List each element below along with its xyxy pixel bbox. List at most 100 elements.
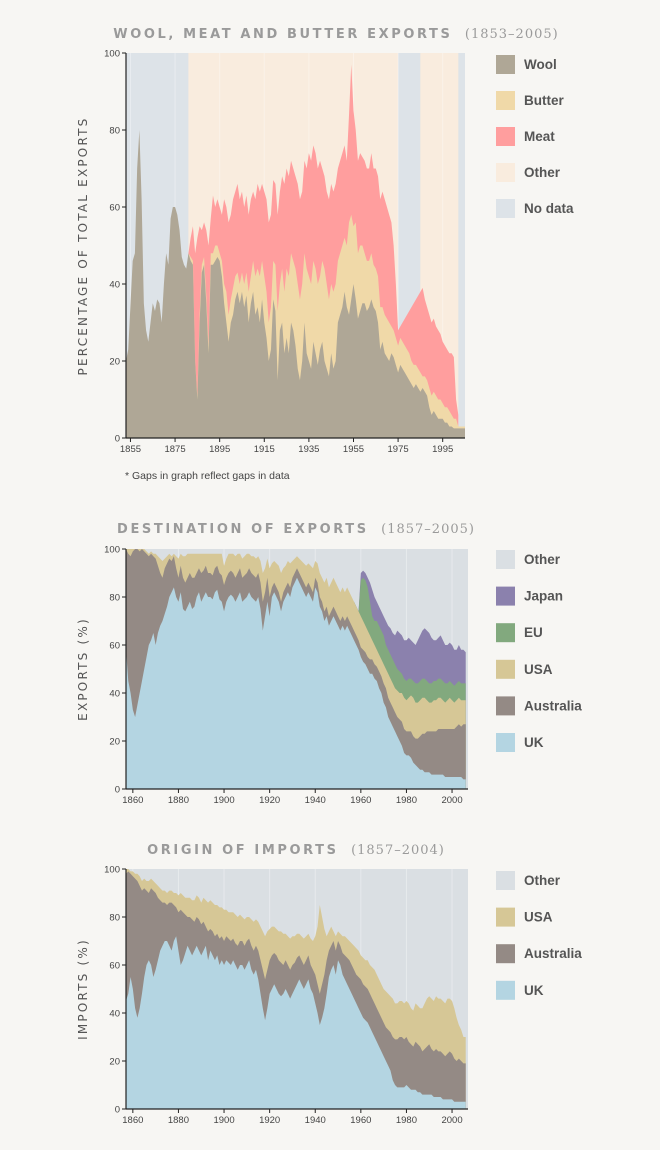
legend-item-other: Other	[496, 163, 561, 182]
y-tick-label: 60	[109, 961, 120, 972]
legend-swatch	[496, 696, 515, 716]
legend-swatch	[496, 55, 515, 74]
legend-swatch	[496, 586, 515, 606]
legend-label: UK	[524, 983, 544, 998]
plot-area: 0 20 40 60 80 100 1855 1875 1895 1915 1935 1955 1975…	[104, 49, 465, 455]
x-tick-label: 1860	[122, 1115, 143, 1126]
chart-wool-meat-butter: WOOL, MEAT AND BUTTER EXPORTS (1853–2005…	[76, 25, 574, 455]
legend-label: UK	[524, 735, 544, 750]
x-tick-label: 1895	[209, 444, 230, 455]
legend-item-wool: Wool	[496, 55, 557, 74]
y-tick-label: 80	[109, 126, 120, 137]
legend-swatch	[496, 199, 515, 218]
legend-label: Australia	[524, 946, 582, 961]
legend-label: Wool	[524, 57, 557, 72]
legend: Other Japan EU USA Australia UK	[496, 550, 582, 752]
x-tick-label: 2000	[441, 1115, 462, 1126]
x-tick-label: 1875	[164, 444, 185, 455]
legend-swatch	[496, 550, 515, 569]
chart-title-years: (1857–2005)	[381, 522, 475, 537]
legend-item-other: Other	[496, 550, 561, 569]
y-axis-label: EXPORTS (%)	[76, 617, 90, 721]
chart-origin-of-imports: ORIGIN OF IMPORTS (1857–2004) IMPORTS (%…	[76, 841, 582, 1126]
y-tick-label: 80	[109, 593, 120, 604]
legend-swatch	[496, 907, 515, 927]
y-tick-label: 100	[104, 49, 120, 60]
x-tick-label: 1920	[259, 795, 280, 806]
legend-swatch	[496, 944, 515, 964]
svg-text:ORIGIN OF IMPORTS (1857–: ORIGIN OF IMPORTS (1857–2004)	[147, 841, 445, 858]
legend-label: No data	[524, 201, 574, 216]
y-tick-label: 80	[109, 913, 120, 924]
x-tick-label: 1960	[350, 1115, 371, 1126]
legend-item-uk: UK	[496, 733, 544, 752]
legend-item-australia: Australia	[496, 696, 582, 716]
chart-title: WOOL, MEAT AND BUTTER EXPORTS	[113, 27, 452, 42]
x-tick-label: 1900	[213, 1115, 234, 1126]
legend-label: Japan	[524, 589, 563, 604]
series-uk	[126, 936, 466, 1109]
legend: Wool Butter Meat Other No data	[496, 55, 574, 218]
legend: Other USA Australia UK	[496, 871, 582, 1000]
legend-item-usa: USA	[496, 907, 553, 927]
x-tick-label: 1935	[298, 444, 319, 455]
legend-swatch	[496, 733, 515, 752]
legend-label: Australia	[524, 698, 582, 713]
legend-swatch	[496, 659, 515, 679]
legend-item-meat: Meat	[496, 127, 555, 146]
legend-item-no-data: No data	[496, 199, 574, 218]
x-tick-label: 1980	[396, 1115, 417, 1126]
legend-swatch	[496, 163, 515, 182]
chart-title: ORIGIN OF IMPORTS	[147, 843, 338, 858]
legend-item-uk: UK	[496, 980, 544, 1000]
legend-item-australia: Australia	[496, 944, 582, 964]
legend-swatch	[496, 623, 515, 643]
y-tick-label: 100	[104, 865, 120, 876]
svg-text:WOOL, MEAT AND BUTTER EXPORTS: WOOL, MEAT AND BUTTER EXPORTS (1853–2005…	[113, 25, 558, 42]
x-tick-label: 1900	[213, 795, 234, 806]
legend-label: Butter	[524, 93, 564, 108]
legend-label: Other	[524, 873, 561, 888]
chart-title-years: (1853–2005)	[465, 27, 559, 42]
x-tick-label: 1915	[254, 444, 275, 455]
x-tick-label: 1940	[305, 1115, 326, 1126]
x-tick-label: 2000	[441, 795, 462, 806]
y-tick-label: 0	[115, 1105, 120, 1116]
y-axis-label: PERCENTAGE OF TOTAL EXPORTS	[76, 117, 90, 376]
y-tick-label: 20	[109, 357, 120, 368]
chart-title-years: (1857–2004)	[351, 843, 445, 858]
data-gap-note: * Gaps in graph reflect gaps in data	[125, 470, 290, 482]
chart-title: DESTINATION OF EXPORTS	[117, 522, 369, 537]
y-tick-label: 0	[115, 785, 120, 796]
legend-item-usa: USA	[496, 659, 553, 679]
x-tick-label: 1975	[388, 444, 409, 455]
y-tick-label: 40	[109, 280, 120, 291]
x-tick-label: 1920	[259, 1115, 280, 1126]
legend-label: USA	[524, 910, 553, 925]
plot-area: 0 20 40 60 80 100 1860 1880 1900 1920 1940 1960 1980…	[104, 865, 468, 1126]
y-tick-label: 40	[109, 689, 120, 700]
legend-swatch	[496, 871, 515, 890]
chart-destination-of-exports: DESTINATION OF EXPORTS (1857–2005) EXPOR…	[76, 522, 582, 806]
legend-label: Meat	[524, 129, 555, 144]
legend-item-butter: Butter	[496, 91, 564, 110]
x-tick-label: 1860	[122, 795, 143, 806]
y-tick-label: 60	[109, 641, 120, 652]
series-wool	[126, 130, 465, 438]
legend-label: Other	[524, 165, 561, 180]
x-tick-label: 1855	[120, 444, 141, 455]
x-tick-label: 1995	[432, 444, 453, 455]
background-band-no-data	[458, 53, 465, 438]
y-tick-label: 0	[115, 434, 120, 445]
legend-item-other: Other	[496, 871, 561, 890]
y-tick-label: 20	[109, 1057, 120, 1068]
legend-item-eu: EU	[496, 623, 543, 643]
x-tick-label: 1940	[305, 795, 326, 806]
y-tick-label: 60	[109, 203, 120, 214]
series-uk	[126, 577, 466, 789]
y-tick-label: 100	[104, 545, 120, 556]
x-tick-label: 1880	[168, 795, 189, 806]
legend-label: USA	[524, 662, 553, 677]
y-tick-label: 40	[109, 1009, 120, 1020]
